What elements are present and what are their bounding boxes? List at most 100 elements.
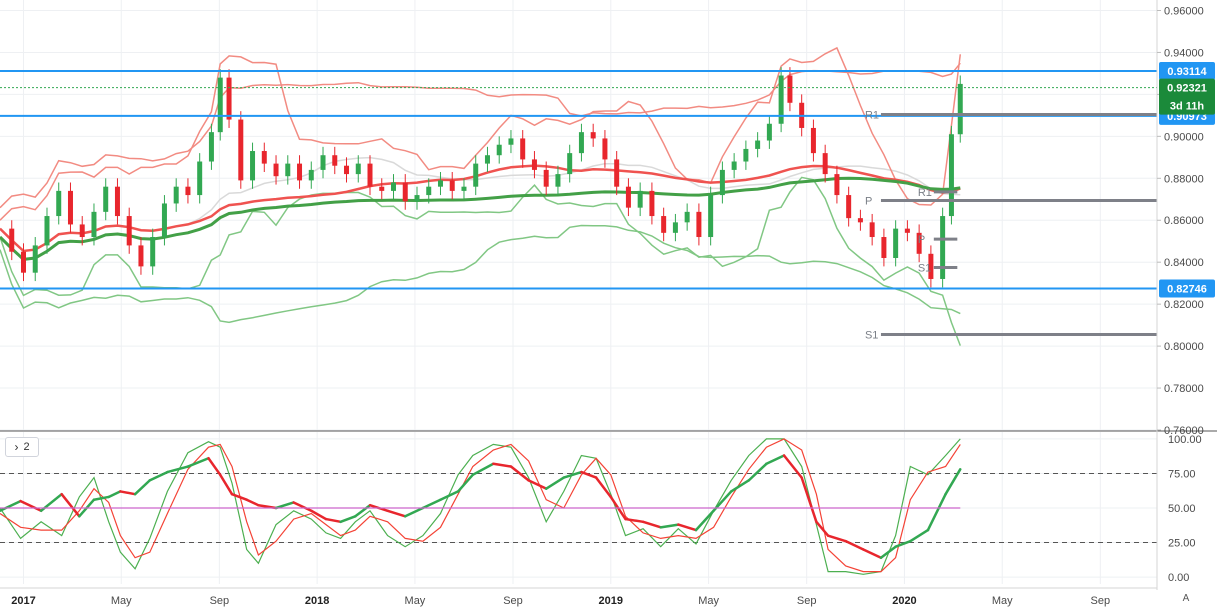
candle-body xyxy=(390,182,396,191)
osc-main-segment xyxy=(230,492,248,501)
pivot-label: R1 xyxy=(865,110,879,122)
osc-main-segment xyxy=(207,457,222,477)
osc-main-segment xyxy=(815,520,830,537)
pivot-label: P xyxy=(865,196,872,208)
price-tick-label: 0.78000 xyxy=(1164,383,1204,395)
candle-body xyxy=(484,155,490,164)
candle-body xyxy=(893,228,899,258)
candle-body xyxy=(449,180,455,191)
osc-main-segment xyxy=(594,476,613,499)
osc-main-segment xyxy=(879,545,897,559)
price-tick-label: 0.88000 xyxy=(1164,173,1204,185)
candle-body xyxy=(731,161,737,170)
price-tick-label: 0.86000 xyxy=(1164,215,1204,227)
candle-body xyxy=(948,134,954,217)
osc-main-segment xyxy=(509,465,530,482)
candle-body xyxy=(590,132,596,139)
candle-body xyxy=(226,77,232,120)
candle-body xyxy=(649,190,655,217)
candle-body xyxy=(957,83,963,135)
candle-body xyxy=(208,132,214,162)
candle-body xyxy=(684,211,690,223)
price-tick-label: 0.90000 xyxy=(1164,131,1204,143)
time-tick-label: May xyxy=(698,595,719,607)
candle-body xyxy=(250,151,256,181)
osc-main-segment xyxy=(60,492,81,518)
candle-body xyxy=(379,186,385,191)
candle-body xyxy=(904,228,910,233)
candle-body xyxy=(402,182,408,202)
osc-main-segment xyxy=(624,517,645,524)
current-price-tag xyxy=(1159,78,1215,115)
candle-body xyxy=(426,186,432,196)
osc-tick-label: 75.00 xyxy=(1168,468,1196,480)
candle-body xyxy=(602,138,608,160)
osc-main-segment xyxy=(677,523,698,532)
candle-body xyxy=(79,224,85,238)
osc-tick-label: 100.00 xyxy=(1168,434,1202,446)
candle-body xyxy=(138,245,144,267)
bollinger-bands xyxy=(0,46,962,346)
osc-main-segment xyxy=(421,498,442,510)
candle-body xyxy=(9,228,15,252)
time-tick-label: Sep xyxy=(797,595,817,607)
osc-main-segment xyxy=(800,476,818,524)
candle-body xyxy=(173,186,179,204)
pane-count-label: 2 xyxy=(23,441,30,453)
osc-main-segment xyxy=(782,454,803,479)
osc-main-segment xyxy=(641,520,662,529)
pane-collapse-button[interactable]: › 2 xyxy=(5,437,39,457)
level-price-tag xyxy=(1159,62,1215,81)
candle-body xyxy=(56,190,62,217)
pivot-label: R1 xyxy=(918,187,932,199)
candle-body xyxy=(928,253,934,279)
stochastic-oscillator xyxy=(0,438,1157,575)
osc-main-segment xyxy=(218,473,234,496)
candle-body xyxy=(755,140,761,149)
candle-body xyxy=(20,251,26,273)
candle-body xyxy=(614,159,620,187)
candle-body xyxy=(543,169,549,187)
auto-scale-button[interactable]: A xyxy=(1176,588,1196,608)
candle-body xyxy=(103,186,109,212)
osc-main-segment xyxy=(245,498,260,507)
candle-body xyxy=(555,174,561,187)
candle-body xyxy=(743,148,749,162)
bb-outer-lower xyxy=(0,224,961,324)
osc-main-segment xyxy=(729,479,751,493)
osc-main-segment xyxy=(274,501,295,510)
candle-body xyxy=(437,180,443,187)
osc-main-segment xyxy=(471,462,495,477)
candle-body xyxy=(531,159,537,170)
candle-body xyxy=(822,153,828,175)
candle-body xyxy=(44,216,50,246)
pivot-label: S1 xyxy=(865,330,878,342)
candle-body xyxy=(567,153,573,175)
candle-body xyxy=(114,186,120,217)
candle-body xyxy=(344,165,350,175)
osc-main-segment xyxy=(403,506,425,518)
osc-main-segment xyxy=(133,479,152,496)
candle-body xyxy=(273,163,279,177)
horizontal-levels[interactable] xyxy=(0,70,1157,290)
candle-body xyxy=(637,190,643,208)
candle-body xyxy=(297,163,303,181)
auto-scale-label: A xyxy=(1182,592,1190,604)
price-tick-label: 0.80000 xyxy=(1164,341,1204,353)
ma-green-line xyxy=(0,176,961,261)
osc-main-segment xyxy=(826,534,847,543)
pivot-label: P xyxy=(918,234,925,246)
candle-body xyxy=(185,186,191,196)
osc-main-segment xyxy=(19,499,43,513)
osc-main-segment xyxy=(456,473,475,493)
bb-inner-upper xyxy=(0,46,962,221)
candle-body xyxy=(414,195,420,202)
time-tick-label: 2017 xyxy=(11,595,35,607)
candle-body xyxy=(355,163,361,175)
price-tick-label: 0.96000 xyxy=(1164,5,1204,17)
candle-body xyxy=(217,77,223,133)
price-tick-label: 0.84000 xyxy=(1164,257,1204,269)
osc-main-segment xyxy=(659,523,680,529)
